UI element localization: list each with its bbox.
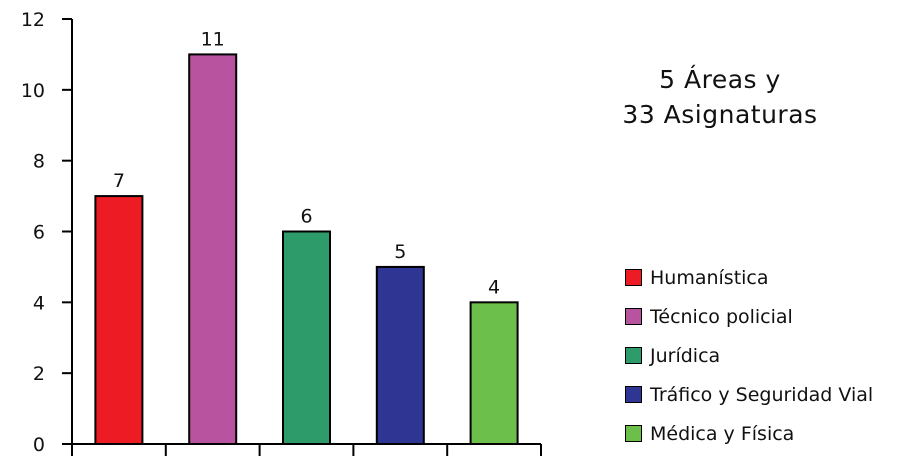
y-tick-label: 6 xyxy=(33,222,45,244)
y-tick-label: 0 xyxy=(33,434,45,456)
legend-item-tecnico-policial: Técnico policial xyxy=(625,297,873,336)
y-tick-label: 4 xyxy=(33,292,45,314)
bars xyxy=(94,53,519,446)
legend-item-trafico: Tráfico y Seguridad Vial xyxy=(625,375,873,414)
x-axis xyxy=(71,443,542,456)
legend: Humanística Técnico policial Jurídica Tr… xyxy=(625,258,873,453)
legend-swatch xyxy=(625,386,642,403)
data-labels: 7 11 6 5 4 xyxy=(113,28,500,298)
legend-label: Tráfico y Seguridad Vial xyxy=(650,383,874,406)
bar-value-label: 7 xyxy=(113,170,125,192)
legend-swatch xyxy=(625,269,642,286)
y-tick-label: 10 xyxy=(21,80,45,102)
bar-value-label: 6 xyxy=(300,206,312,228)
legend-label: Técnico policial xyxy=(650,305,793,328)
legend-label: Médica y Física xyxy=(650,422,795,445)
legend-label: Humanística xyxy=(650,266,769,289)
legend-label: Jurídica xyxy=(650,344,721,367)
y-tick-label: 12 xyxy=(21,9,45,31)
heading-line-1: 5 Áreas y xyxy=(659,65,781,94)
y-tick-label: 8 xyxy=(33,151,45,173)
bar-value-label: 4 xyxy=(488,276,500,298)
bar xyxy=(94,195,144,445)
bar-value-label: 5 xyxy=(394,241,406,263)
bar xyxy=(469,301,519,446)
bar xyxy=(375,265,425,445)
legend-swatch xyxy=(625,425,642,442)
legend-swatch xyxy=(625,347,642,364)
bar xyxy=(282,230,331,445)
bar xyxy=(188,53,238,446)
legend-item-juridica: Jurídica xyxy=(625,336,873,375)
y-tick-label: 2 xyxy=(33,363,45,385)
heading-line-2: 33 Asignaturas xyxy=(622,100,818,129)
chart-heading: 5 Áreas y 33 Asignaturas xyxy=(590,62,850,132)
y-axis: 0 2 4 6 8 10 12 xyxy=(21,9,73,456)
legend-item-medica-fisica: Médica y Física xyxy=(625,414,873,453)
legend-swatch xyxy=(625,308,642,325)
bar-value-label: 11 xyxy=(201,28,225,50)
legend-item-humanistica: Humanística xyxy=(625,258,873,297)
